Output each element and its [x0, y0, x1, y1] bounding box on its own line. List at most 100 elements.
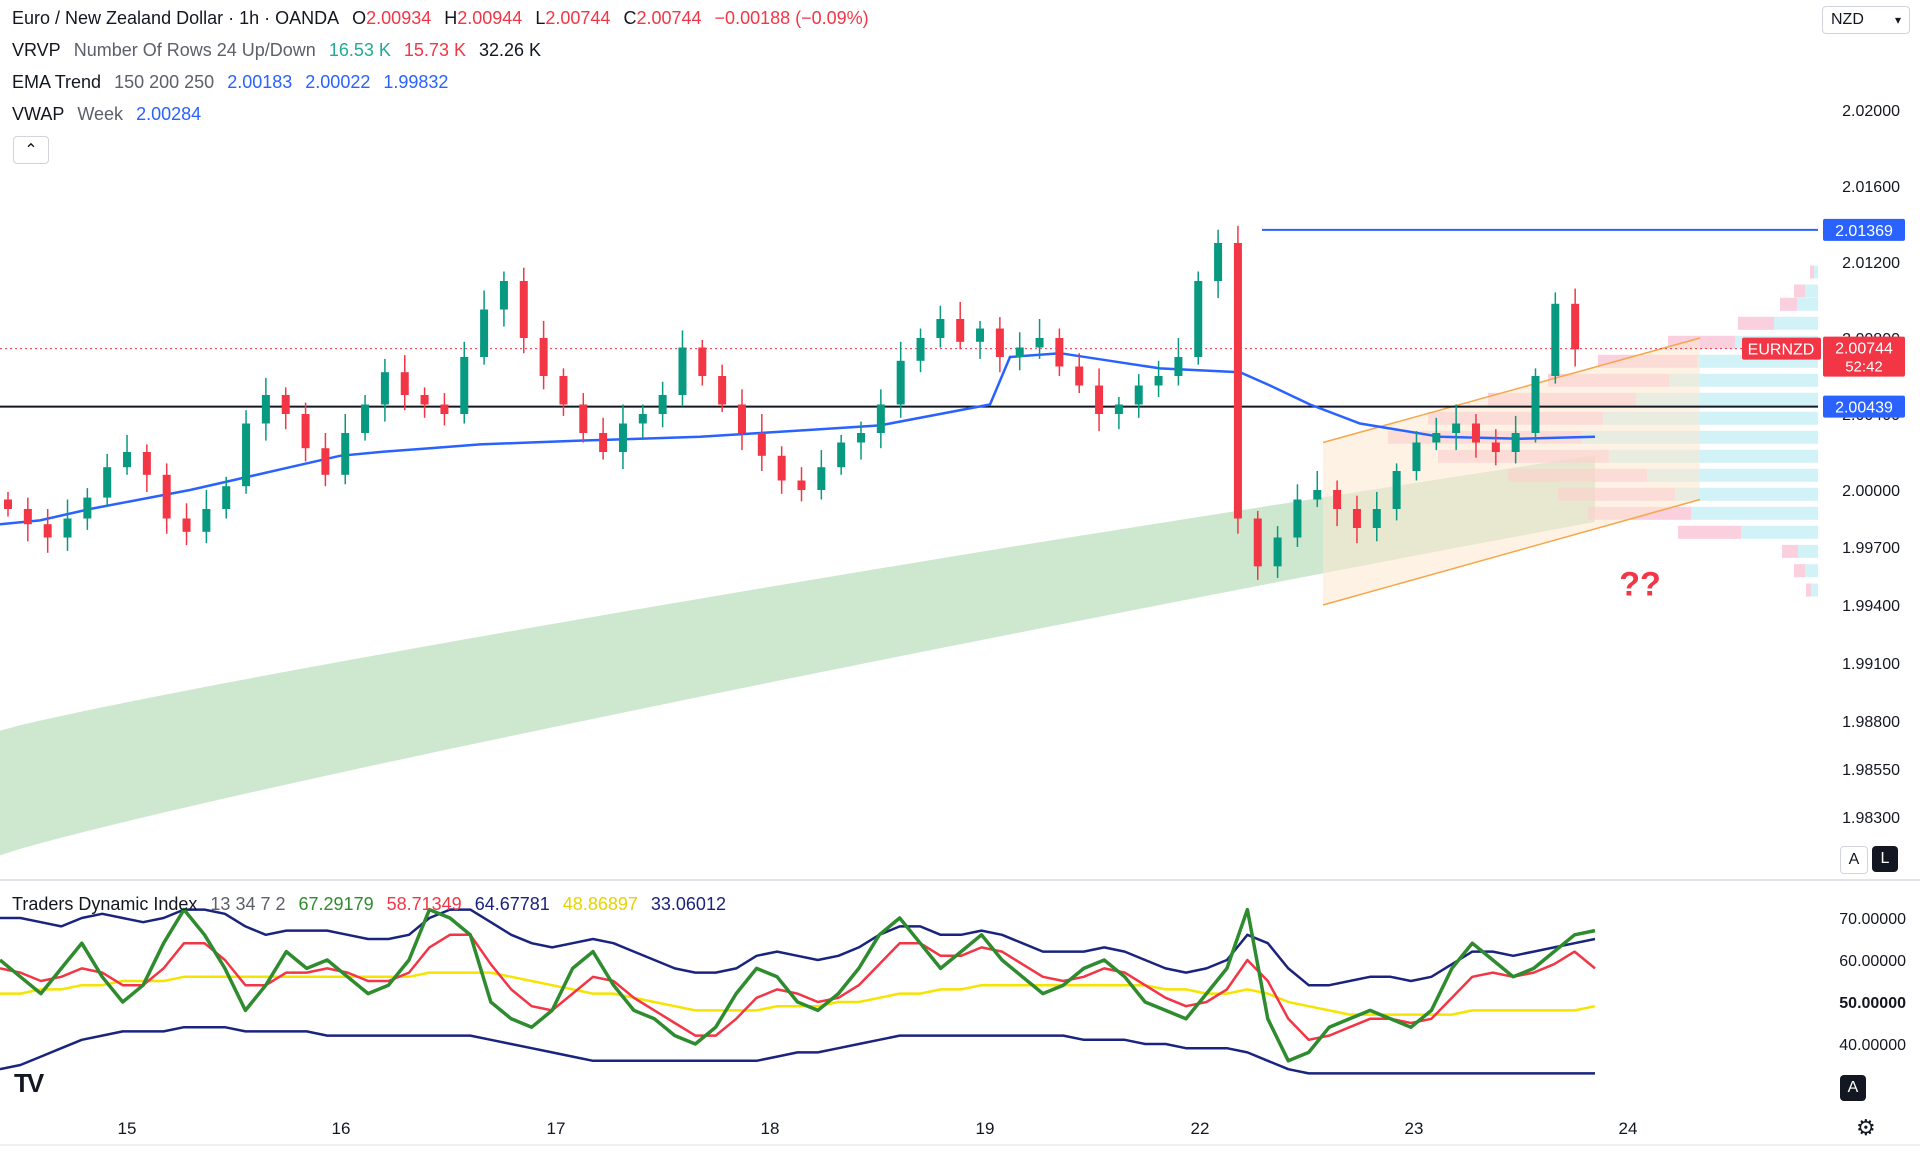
tdi-lower-band: [0, 1025, 1595, 1075]
ema-trend-band: [0, 455, 1595, 856]
symbol-title[interactable]: Euro / New Zealand Dollar · 1h · OANDA: [12, 8, 340, 28]
volume-profile-up-bar: [1675, 487, 1818, 501]
volume-profile-down-bar: [1678, 525, 1741, 539]
candle-body: [1531, 376, 1540, 433]
candle-body: [1511, 433, 1520, 452]
time-tick-label: 15: [118, 1119, 137, 1138]
tdi-value-3: 64.67781: [474, 894, 550, 914]
candle-body: [261, 395, 270, 424]
candle-body: [1035, 338, 1044, 348]
resistance-price-label: 2.01369: [1835, 223, 1893, 240]
price-tick-label: 1.99700: [1842, 540, 1900, 557]
question-annotation: ??: [1619, 565, 1661, 603]
tdi-value-2: 58.71349: [386, 894, 462, 914]
candle-body: [281, 395, 290, 414]
volume-profile-up-bar: [1805, 284, 1818, 298]
log-scale-button[interactable]: L: [1872, 846, 1898, 872]
volume-profile-up-bar: [1691, 506, 1818, 520]
candle-body: [341, 433, 350, 475]
time-tick-label: 18: [761, 1119, 780, 1138]
rising-channel-fill: [1323, 338, 1700, 605]
volume-profile-up-bar: [1669, 373, 1818, 387]
tradingview-logo: TV: [14, 1068, 44, 1098]
currency-selector[interactable]: NZD ▾: [1822, 6, 1910, 34]
volume-profile-down-bar: [1738, 316, 1774, 330]
symbol-legend: Euro / New Zealand Dollar · 1h · OANDA O…: [12, 8, 877, 29]
candle-body: [1333, 490, 1342, 509]
ema-name: EMA Trend: [12, 72, 102, 92]
candle-body: [499, 281, 508, 310]
candle-body: [460, 357, 469, 414]
settings-gear-icon[interactable]: ⚙: [1856, 1115, 1876, 1140]
candle-body: [995, 328, 1004, 357]
ema-value-3: 1.99832: [383, 72, 449, 92]
currency-label: NZD: [1831, 11, 1864, 28]
candle-body: [718, 376, 727, 405]
log-scale-label: L: [1880, 850, 1890, 867]
volume-profile-up-bar: [1798, 544, 1818, 558]
candle-body: [1253, 518, 1262, 567]
vrvp-down: 15.73 K: [403, 40, 466, 60]
candle-body: [301, 414, 310, 449]
candle-body: [698, 347, 707, 376]
candle-body: [1571, 303, 1580, 350]
candle-body: [162, 474, 171, 519]
candle-body: [876, 404, 885, 433]
current-price-tag-bg: [1823, 336, 1905, 377]
tdi-tick-label: 40.00000: [1839, 1037, 1906, 1054]
close-value: 2.00744: [636, 8, 702, 28]
vrvp-up: 16.53 K: [328, 40, 391, 60]
auto-scale-button[interactable]: A: [1840, 846, 1868, 874]
candle-body: [539, 338, 548, 376]
support-price-label-bg: [1823, 395, 1905, 418]
candle-body: [1313, 490, 1322, 500]
candle-body: [123, 452, 132, 468]
symbol-tag-bg: [1742, 337, 1821, 360]
candle-body: [1432, 433, 1441, 443]
volume-profile-up-bar: [1797, 297, 1818, 311]
volume-profile-up-bar: [1805, 564, 1818, 578]
volume-profile-up-bar: [1811, 583, 1818, 597]
tdi-tick-label: 70.00000: [1839, 911, 1906, 928]
candle-body: [797, 480, 806, 490]
candle-body: [400, 372, 409, 395]
current-price-label: 2.00744: [1835, 341, 1893, 358]
vrvp-legend[interactable]: VRVP Number Of Rows 24 Up/Down 16.53 K 1…: [12, 40, 549, 61]
candle-body: [1154, 376, 1163, 386]
ema-legend[interactable]: EMA Trend 150 200 250 2.00183 2.00022 1.…: [12, 72, 456, 93]
auto-scale-label: A: [1848, 851, 1860, 868]
candle-body: [1233, 243, 1242, 519]
candle-body: [1452, 423, 1461, 433]
candle-body: [103, 467, 112, 498]
volume-profile-down-bar: [1782, 544, 1798, 558]
tdi-value-1: 67.29179: [298, 894, 374, 914]
close-label: C: [623, 8, 637, 28]
candle-body: [1114, 404, 1123, 414]
candle-body: [757, 433, 766, 456]
time-tick-label: 23: [1405, 1119, 1424, 1138]
tdi-signal-line: [0, 933, 1596, 1042]
candle-body: [1392, 471, 1401, 509]
tdi-auto-button[interactable]: A: [1840, 1075, 1866, 1101]
candle-body: [916, 338, 925, 361]
candle-body: [638, 414, 647, 424]
candle-body: [559, 376, 568, 405]
vwap-legend[interactable]: VWAP Week 2.00284: [12, 104, 209, 125]
candle-body: [618, 423, 627, 452]
candle-body: [1015, 347, 1024, 357]
candle-body: [1491, 442, 1500, 452]
collapse-legend-button[interactable]: ⌃: [13, 136, 49, 164]
vrvp-params: Number Of Rows 24 Up/Down: [73, 40, 316, 60]
candle-body: [43, 524, 52, 538]
candle-body: [1055, 338, 1064, 367]
vwap-params: Week: [77, 104, 124, 124]
tdi-name: Traders Dynamic Index: [12, 894, 198, 914]
candle-body: [1134, 385, 1143, 405]
time-tick-label: 17: [547, 1119, 566, 1138]
resistance-price-label-bg: [1823, 218, 1905, 241]
price-tick-label: 1.99400: [1842, 598, 1900, 615]
candle-body: [1095, 385, 1104, 414]
price-tick-label: 1.98300: [1842, 810, 1900, 827]
tdi-legend[interactable]: Traders Dynamic Index 13 34 7 2 67.29179…: [12, 894, 734, 915]
